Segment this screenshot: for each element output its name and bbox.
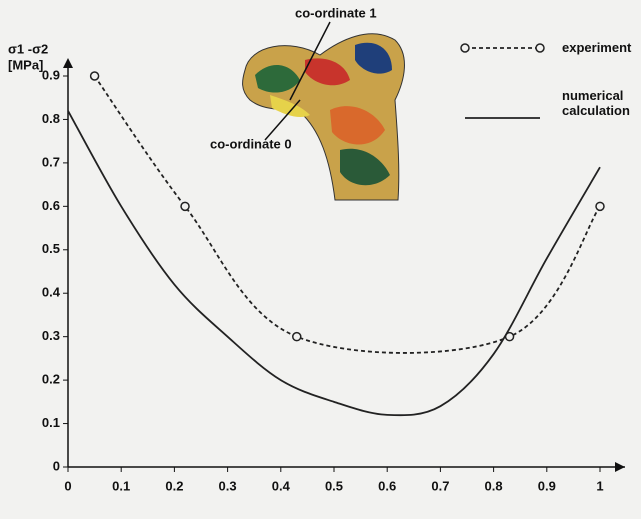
x-tick-label: 0.8 (485, 478, 503, 493)
data-point (293, 333, 301, 341)
inset-image (243, 34, 405, 200)
x-tick-label: 0.5 (325, 478, 343, 493)
page: co-ordinate 1 co-ordinate 0 σ1 -σ2 [MPa]… (0, 0, 641, 519)
x-tick-label: 0.2 (165, 478, 183, 493)
x-tick-label: 0.7 (431, 478, 449, 493)
chart: co-ordinate 1 co-ordinate 0 σ1 -σ2 [MPa]… (0, 0, 641, 519)
y-tick-label: 0.6 (42, 198, 60, 213)
y-arrow (63, 58, 73, 68)
annotation: co-ordinate 1 (295, 5, 377, 20)
x-arrow (615, 462, 625, 472)
y-tick-label: 0 (53, 458, 60, 473)
y-axis-unit: [MPa] (8, 57, 43, 72)
y-tick-label: 0.7 (42, 154, 60, 169)
y-tick-label: 0.5 (42, 241, 60, 256)
x-tick-label: 0.3 (219, 478, 237, 493)
annotation: co-ordinate 0 (210, 136, 292, 151)
legend-label: numerical calculation (562, 88, 641, 118)
data-point (181, 202, 189, 210)
x-tick-label: 0.4 (272, 478, 291, 493)
x-tick-label: 0.1 (112, 478, 130, 493)
x-tick-label: 0.6 (378, 478, 396, 493)
x-tick-label: 1 (596, 478, 603, 493)
data-point (596, 202, 604, 210)
y-tick-label: 0.8 (42, 111, 60, 126)
y-tick-label: 0.1 (42, 415, 60, 430)
y-tick-label: 0.3 (42, 328, 60, 343)
y-tick-label: 0.2 (42, 372, 60, 387)
legend-label: experiment (562, 40, 631, 55)
legend-marker (536, 44, 544, 52)
x-tick-label: 0.9 (538, 478, 556, 493)
y-axis-label: σ1 -σ2 (8, 41, 48, 56)
data-point (91, 72, 99, 80)
x-tick-label: 0 (64, 478, 71, 493)
y-tick-label: 0.4 (42, 285, 61, 300)
legend-marker (461, 44, 469, 52)
y-tick-label: 0.9 (42, 67, 60, 82)
